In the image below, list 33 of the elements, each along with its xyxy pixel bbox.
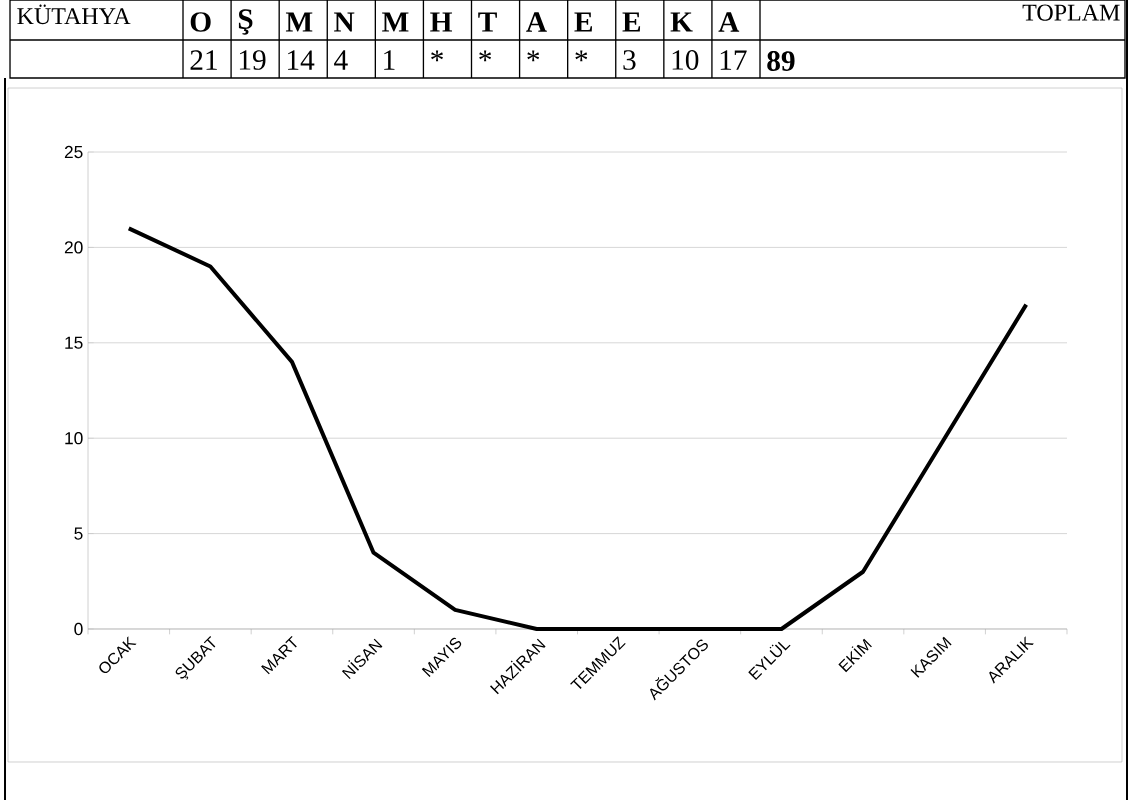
text: E [574,12,592,32]
text: H [430,12,453,32]
text: 89 [767,51,795,71]
text: 1 [384,50,395,70]
y-tick-label: 10 [65,432,83,445]
y-tick-label: 20 [64,241,83,254]
text: 4 [334,50,348,70]
text: 17 [720,50,747,70]
text: 19 [239,50,266,70]
text: K [670,12,693,32]
text: * [527,50,540,62]
text: TOPLAM [1022,4,1120,21]
text: A [718,12,740,32]
y-tick-label: 15 [65,336,83,349]
text: 10 [672,50,699,70]
text: T [478,12,497,32]
y-tick-label: 0 [74,622,83,636]
text: N [334,12,355,32]
text: M [382,12,409,32]
text: * [431,50,443,62]
text: 3 [623,50,636,70]
text: 21 [190,50,217,70]
y-tick-label: 25 [64,145,83,159]
text: M [285,12,313,32]
text: * [479,50,492,62]
text: * [575,50,588,62]
text: A [526,12,547,32]
y-tick-label: 5 [74,527,83,540]
chart-title: KÜTAHYA [17,4,131,25]
text: E [622,12,641,32]
text: O [190,12,211,32]
text: 14 [288,50,315,70]
text: Ş [238,9,253,35]
